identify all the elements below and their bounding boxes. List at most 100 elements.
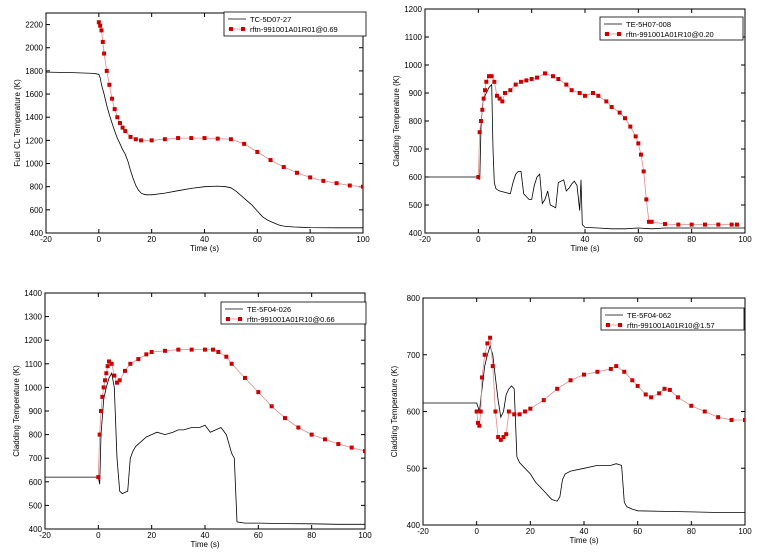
legend-marker <box>241 27 245 31</box>
data-point <box>480 375 485 380</box>
legend-box <box>600 307 745 331</box>
data-point <box>702 409 707 414</box>
data-point <box>479 119 483 123</box>
data-point <box>268 158 273 163</box>
data-point <box>107 82 112 87</box>
data-point <box>112 373 117 378</box>
data-point <box>115 115 120 120</box>
data-point <box>477 130 482 135</box>
data-point <box>500 99 505 104</box>
data-point <box>591 91 595 95</box>
y-tick-label: 1100 <box>25 360 43 369</box>
y-tick-label: 1400 <box>24 289 42 298</box>
data-point <box>321 178 326 183</box>
series-line-2 <box>476 336 745 441</box>
data-point <box>103 378 107 383</box>
y-tick-label: 2200 <box>25 21 43 30</box>
data-point <box>529 77 534 81</box>
data-point <box>663 222 667 227</box>
data-point <box>657 391 662 396</box>
data-point <box>662 386 667 391</box>
data-point <box>519 79 523 84</box>
data-point <box>630 378 635 383</box>
data-point <box>595 369 600 374</box>
y-tick-label: 800 <box>29 431 43 440</box>
data-point <box>639 152 643 157</box>
plot-frame <box>44 292 366 530</box>
data-point <box>614 364 619 369</box>
data-point <box>100 394 105 399</box>
series-line-2 <box>97 349 365 478</box>
y-tick-label: 800 <box>407 294 421 303</box>
data-point <box>202 136 207 141</box>
data-point <box>133 137 138 142</box>
x-tick-label: 80 <box>307 531 316 540</box>
data-point <box>176 136 181 141</box>
x-tick-label: 100 <box>356 235 370 244</box>
data-point <box>176 347 181 352</box>
data-point <box>582 372 586 377</box>
series-line-2 <box>477 72 737 226</box>
y-tick-label: 700 <box>409 145 423 154</box>
data-point <box>117 121 122 125</box>
data-point <box>104 68 109 73</box>
x-tick-label: -20 <box>417 527 429 536</box>
data-point <box>524 78 529 83</box>
data-point <box>361 184 363 189</box>
legend-label: rftn-991001A01R10@0.66 <box>247 315 335 324</box>
data-point <box>203 347 207 352</box>
data-point <box>496 435 501 440</box>
data-point <box>623 116 627 121</box>
x-tick-label: 100 <box>738 235 752 244</box>
data-point <box>488 335 493 340</box>
y-tick-label: 900 <box>29 407 43 416</box>
data-point <box>478 409 483 414</box>
y-tick-label: 400 <box>30 229 44 238</box>
x-tick-label: 80 <box>687 527 696 536</box>
data-point <box>255 149 260 154</box>
legend-label: TE-5H07-008 <box>626 20 671 29</box>
data-point <box>281 165 286 169</box>
chart-panel-4: -20 0 20 40 60 80 100 400 500 600 700 800 Time (s) Cl… <box>390 294 752 545</box>
data-point <box>189 347 194 352</box>
data-point <box>541 398 546 403</box>
data-point <box>480 107 485 112</box>
data-point <box>349 445 354 450</box>
legend-label: rftn-991001A01R10@1.57 <box>627 321 715 330</box>
data-point <box>577 91 582 95</box>
data-point <box>96 475 101 480</box>
data-point <box>716 222 721 227</box>
plot-frame <box>422 297 746 526</box>
data-point <box>308 175 313 180</box>
series-line-2 <box>98 22 363 188</box>
data-point <box>189 136 194 141</box>
data-point <box>149 350 154 354</box>
legend-label: TC-5D07-27 <box>250 15 291 24</box>
x-tick-label: 80 <box>687 235 696 244</box>
data-point <box>492 79 497 84</box>
data-point <box>568 378 573 383</box>
data-point <box>555 386 560 391</box>
y-tick-label: 1200 <box>25 136 43 145</box>
legend-marker <box>226 317 230 321</box>
data-point <box>703 222 707 227</box>
data-point <box>508 88 513 93</box>
data-point <box>483 88 487 93</box>
x-tick-label: 100 <box>738 527 752 536</box>
data-point <box>334 181 339 186</box>
x-axis-label: Time (s) <box>190 540 219 549</box>
y-tick-label: 600 <box>30 206 44 215</box>
data-point <box>296 425 301 430</box>
data-point <box>729 222 734 227</box>
data-point <box>269 404 274 409</box>
x-tick-label: 20 <box>527 235 536 244</box>
x-tick-label: 100 <box>358 531 372 540</box>
data-point <box>109 361 114 366</box>
data-point <box>628 124 633 129</box>
data-point <box>506 409 511 414</box>
y-tick-label: 500 <box>407 464 421 473</box>
data-point <box>104 371 109 376</box>
data-point <box>649 395 654 400</box>
chart-panel-1: -20 0 20 40 60 80 100 400 600 800 1000 1200 1400 1600… <box>13 11 370 253</box>
data-point <box>283 416 287 421</box>
